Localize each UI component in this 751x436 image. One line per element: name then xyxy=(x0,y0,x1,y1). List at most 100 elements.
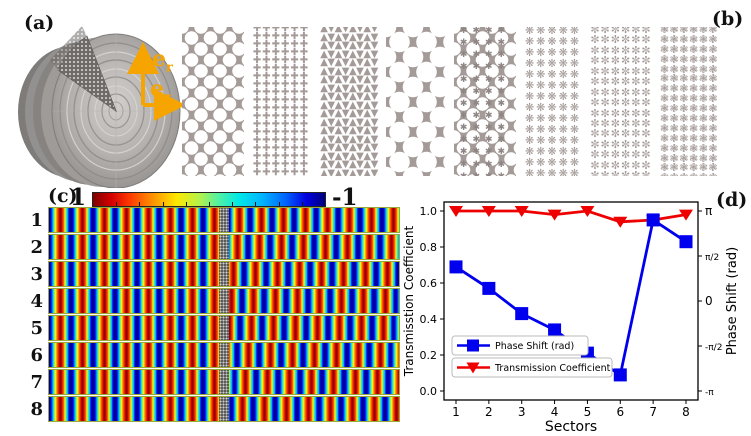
left-y-axis-label: Transmisstion Coefficient xyxy=(402,226,416,378)
wavefield-incident xyxy=(49,208,224,232)
colorbar xyxy=(92,192,326,207)
wavefield-row-6: 6 xyxy=(26,342,400,368)
transmission-phase-chart: 0.0 0.2 0.4 0.6 0.8 1.0 π π/2 0 -π/2 -π 1 2 3 4 5 6 7 8 Sec… xyxy=(402,201,740,435)
wavefield-incident xyxy=(49,235,224,259)
unit-cell-tile-cell-star-lattice: ✱✱✱✱✱✱✱✱✱✱✱✱✱✱✱✱✱✱✱✱✱✱✱✱✱✱✱✱✱✱✱✱✱✱✱✱✱✱✱✱… xyxy=(454,27,516,176)
x-tick-label: 6 xyxy=(616,405,624,419)
wavefield xyxy=(48,234,400,260)
wavefield xyxy=(48,207,400,233)
right-tick-label: π/2 xyxy=(705,253,719,263)
wavefield xyxy=(48,342,400,368)
transmission-marker xyxy=(679,209,693,221)
wavefield-row-3: 3 xyxy=(26,261,400,287)
row-number: 7 xyxy=(30,371,43,393)
wavefield-transmitted xyxy=(224,397,399,421)
wavefield-row-4: 4 xyxy=(26,288,400,314)
wavefield-rows: 1 2 3 4 5 6 7 8 xyxy=(26,207,400,424)
dense-star-lattice-pattern-glyphs: ❃❃❃❃❃❃❃❃❃❃❃❃❃❃❃❃❃❃❃❃❃❃❃❃❃❃❃❃❃❃❃❃❃❃❃❃❃❃❃❃… xyxy=(659,27,719,176)
row-number: 8 xyxy=(30,398,43,420)
legend-label: Phase Shift (rad) xyxy=(495,341,574,352)
colorbar-tick xyxy=(116,202,118,206)
x-axis-label: Sectors xyxy=(545,419,597,435)
metamaterial-barrier xyxy=(219,235,229,259)
metamaterial-barrier xyxy=(219,343,229,367)
wavefield-incident xyxy=(49,289,224,313)
unit-cell-tile-snowflake-lattice: ❋❋❋❋❋❋❋❋❋❋❋❋❋❋❋❋❋❋❋❋❋❋❋❋❋❋❋❋❋❋❋❋❋❋❋❋❋❋❋❋… xyxy=(522,27,584,176)
wavefield-row-8: 8 xyxy=(26,396,400,422)
left-tick-label: 0.2 xyxy=(420,349,438,362)
phase-marker xyxy=(548,323,562,337)
wavefield-row-7: 7 xyxy=(26,369,400,395)
colorbar-tick xyxy=(278,202,280,206)
left-tick-label: 1.0 xyxy=(420,205,438,218)
colorbar-tick xyxy=(232,202,234,206)
wavefield xyxy=(48,288,400,314)
right-y-axis-label: Phase Shift (rad) xyxy=(725,247,740,355)
left-tick-label: 0.6 xyxy=(420,277,438,290)
wavefield-row-2: 2 xyxy=(26,234,400,260)
triangle-lattice-pattern-glyphs: ▲▼▲▼▲▼▲▼▲▼▲▼▲▼▲▼▲▼▲▼▲▼▲▼▲▼▲▼▲▼▲▼▲▼▲▼▲▼▲▼… xyxy=(320,27,378,176)
legend-label: Transmission Coefficient xyxy=(494,363,611,374)
star-cluster-lattice-pattern-glyphs: ✼✼✼✼✼✼✼✼✼✼✼✼✼✼✼✼✼✼✼✼✼✼✼✼✼✼✼✼✼✼✼✼✼✼✼✼✼✼✼✼… xyxy=(590,27,652,176)
x-tick-label: 4 xyxy=(551,405,559,419)
wavefield xyxy=(48,396,400,422)
phase-marker xyxy=(679,235,693,249)
wavefield-incident xyxy=(49,262,224,286)
x-tick-label: 2 xyxy=(485,405,493,419)
coordinate-arrows xyxy=(127,42,186,121)
colorbar-tick xyxy=(139,202,141,206)
legend-triangle-marker xyxy=(466,362,480,374)
wavefield xyxy=(48,369,400,395)
transmission-marker xyxy=(449,206,463,217)
right-tick-label: -π/2 xyxy=(705,343,722,353)
legend-box xyxy=(451,357,613,378)
disc-cutaway-wedge xyxy=(50,26,118,113)
colorbar-max-label: 1 xyxy=(70,184,87,211)
unit-cell-tile-triangle-lattice: ▲▼▲▼▲▼▲▼▲▼▲▼▲▼▲▼▲▼▲▼▲▼▲▼▲▼▲▼▲▼▲▼▲▼▲▼▲▼▲▼… xyxy=(318,27,380,176)
legend-square-marker xyxy=(467,339,479,352)
x-tick-label: 1 xyxy=(452,405,460,419)
ez-axis-label: ez xyxy=(150,78,171,104)
x-tick-label: 7 xyxy=(649,405,657,419)
left-tick-label: 0.4 xyxy=(420,313,438,326)
right-tick-label: 0 xyxy=(705,294,713,308)
x-tick-label: 5 xyxy=(584,405,592,419)
wavefield-incident xyxy=(49,370,224,394)
wavefield-transmitted xyxy=(224,316,399,340)
wavefield-transmitted xyxy=(224,208,399,232)
panel-d-label: (d) xyxy=(716,189,748,211)
metamaterial-barrier xyxy=(219,370,229,394)
phase-marker xyxy=(646,213,660,227)
phase-marker xyxy=(613,368,627,382)
metamaterial-barrier xyxy=(219,316,229,340)
transmission-marker xyxy=(580,206,595,217)
phase-marker xyxy=(482,281,496,295)
transmission-marker xyxy=(514,206,529,217)
metamaterial-barrier xyxy=(219,289,229,313)
unit-cell-strip: ✚✚✚✚✚✚✚✚✚✚✚✚✚✚✚✚✚✚✚✚✚✚✚✚✚✚✚✚✚✚✚✚✚✚✚✚✚✚✚✚… xyxy=(182,27,720,176)
wavefield xyxy=(48,315,400,341)
right-tick-label: -π xyxy=(705,388,714,398)
transmission-marker xyxy=(547,209,562,221)
colorbar-tick xyxy=(185,202,187,206)
wavefield-transmitted xyxy=(224,370,399,394)
unit-cell-tile-hex-cell-lattice xyxy=(182,27,244,176)
wavefield-transmitted xyxy=(224,343,399,367)
row-number: 4 xyxy=(30,290,43,312)
wavefield-transmitted xyxy=(224,235,399,259)
panel-a-label: (a) xyxy=(24,12,55,34)
er-sub: r xyxy=(166,60,173,76)
unit-cell-tile-circle-lattice xyxy=(386,27,448,176)
metamaterial-barrier xyxy=(219,397,229,421)
unit-cell-tile-dense-star-lattice: ❃❃❃❃❃❃❃❃❃❃❃❃❃❃❃❃❃❃❃❃❃❃❃❃❃❃❃❃❃❃❃❃❃❃❃❃❃❃❃❃… xyxy=(658,27,720,176)
left-tick-label: 0.0 xyxy=(420,385,438,398)
colorbar-tick xyxy=(162,202,164,206)
wavefield-transmitted xyxy=(224,262,399,286)
unit-cell-tile-cross-lattice: ✚✚✚✚✚✚✚✚✚✚✚✚✚✚✚✚✚✚✚✚✚✚✚✚✚✚✚✚✚✚✚✚✚✚✚✚✚✚✚✚… xyxy=(250,27,312,176)
panel-b-label: (b) xyxy=(712,8,744,30)
snowflake-lattice-pattern-glyphs: ❋❋❋❋❋❋❋❋❋❋❋❋❋❋❋❋❋❋❋❋❋❋❋❋❋❋❋❋❋❋❋❋❋❋❋❋❋❋❋❋… xyxy=(524,27,582,176)
er-axis-label: er xyxy=(152,48,173,74)
colorbar-tick xyxy=(209,202,210,206)
left-tick-label: 0.8 xyxy=(420,241,438,254)
wavefield-transmitted xyxy=(224,289,399,313)
